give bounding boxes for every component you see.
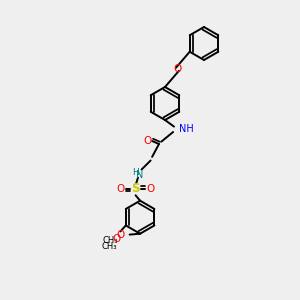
Text: O: O [113, 234, 121, 244]
Text: O: O [147, 184, 155, 194]
Text: O: O [116, 184, 124, 194]
Text: H: H [132, 168, 139, 177]
Text: O: O [116, 230, 125, 240]
Text: O: O [173, 64, 182, 74]
Text: N: N [136, 170, 143, 180]
Text: S: S [131, 182, 140, 195]
Text: CH₃: CH₃ [102, 236, 118, 245]
Text: O: O [143, 136, 152, 146]
Text: CH₃: CH₃ [102, 242, 117, 251]
Text: NH: NH [179, 124, 194, 134]
